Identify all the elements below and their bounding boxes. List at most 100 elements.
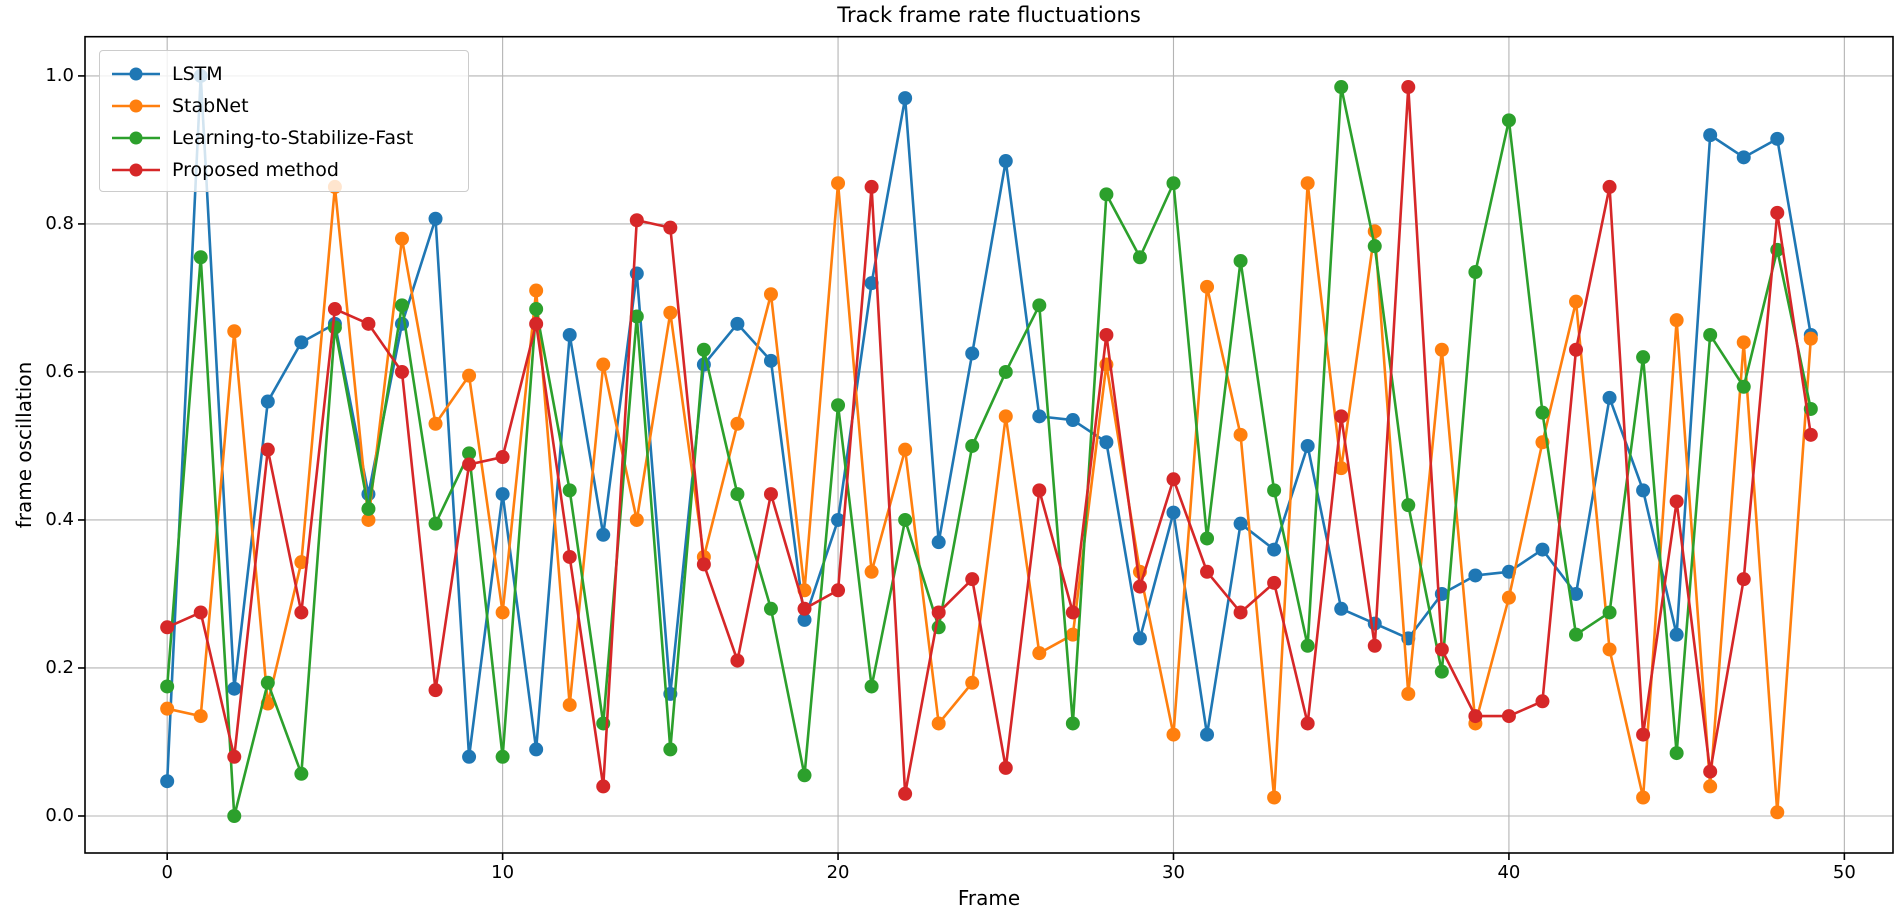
y-tick-label: 0.8 (45, 212, 74, 234)
data-point (965, 438, 980, 453)
data-point (1434, 664, 1449, 679)
data-point (1334, 601, 1349, 616)
data-point (1736, 150, 1751, 165)
data-point (629, 309, 644, 324)
data-point (763, 601, 778, 616)
data-point (1166, 505, 1181, 520)
data-point (898, 786, 913, 801)
data-point (1636, 350, 1651, 365)
data-point (1200, 727, 1215, 742)
data-point (1367, 638, 1382, 653)
data-point (1770, 205, 1785, 220)
legend-item-stabnet: StabNet (110, 90, 458, 122)
data-point (864, 276, 879, 291)
data-point (797, 612, 812, 627)
data-point (1166, 176, 1181, 191)
y-tick-label: 0.2 (45, 656, 74, 678)
data-point (1703, 327, 1718, 342)
data-point (428, 416, 443, 431)
data-point (227, 808, 242, 823)
data-point (1300, 438, 1315, 453)
x-tick-label: 10 (491, 862, 515, 883)
data-point (1434, 642, 1449, 657)
data-point (1099, 327, 1114, 342)
data-point (596, 527, 611, 542)
data-point (1636, 483, 1651, 498)
data-point (998, 364, 1013, 379)
data-point (730, 416, 745, 431)
data-point (227, 749, 242, 764)
data-point (160, 774, 175, 789)
data-point (1401, 80, 1416, 95)
data-point (629, 213, 644, 228)
data-point (1703, 764, 1718, 779)
y-tick-label: 0.4 (45, 508, 74, 530)
data-point (529, 283, 544, 298)
data-point (730, 487, 745, 502)
data-point (1736, 335, 1751, 350)
series-Proposed method (160, 80, 1818, 801)
data-point (931, 605, 946, 620)
data-point (663, 220, 678, 235)
x-tick-label: 50 (1832, 862, 1856, 883)
legend-item-learning-to-stabilize-fast: Learning-to-Stabilize-Fast (110, 122, 458, 154)
series-line (165, 85, 1813, 796)
data-point (1233, 516, 1248, 531)
data-point (965, 572, 980, 587)
data-point (1669, 627, 1684, 642)
legend-label: StabNet (172, 95, 249, 117)
data-point (1334, 409, 1349, 424)
series-line (165, 181, 1813, 814)
data-point (294, 605, 309, 620)
data-point (998, 409, 1013, 424)
data-point (1300, 716, 1315, 731)
data-point (1569, 294, 1584, 309)
legend: LSTM StabNet Learning-to-Stabilize-Fast … (99, 50, 469, 192)
data-point (394, 298, 409, 313)
data-point (1032, 298, 1047, 313)
data-point (193, 250, 208, 265)
data-point (227, 681, 242, 696)
data-point (1468, 709, 1483, 724)
data-point (495, 450, 510, 465)
data-point (1200, 564, 1215, 579)
data-point (1300, 176, 1315, 191)
data-point (1736, 572, 1751, 587)
data-point (327, 320, 342, 335)
tick-marks (78, 75, 1846, 860)
data-point (1099, 435, 1114, 450)
data-point (160, 701, 175, 716)
data-point (1434, 342, 1449, 357)
data-point (1267, 575, 1282, 590)
data-point (1032, 646, 1047, 661)
data-point (663, 742, 678, 757)
data-point (1300, 638, 1315, 653)
data-point (1803, 427, 1818, 442)
data-point (495, 749, 510, 764)
legend-line-marker-icon (112, 131, 160, 145)
data-point (1770, 131, 1785, 146)
data-point (831, 176, 846, 191)
data-point (831, 398, 846, 413)
data-point (1636, 790, 1651, 805)
data-point (529, 302, 544, 317)
data-point (1166, 727, 1181, 742)
legend-label: Learning-to-Stabilize-Fast (172, 127, 414, 149)
data-point (1736, 379, 1751, 394)
legend-item-proposed-method: Proposed method (110, 154, 458, 186)
data-point (864, 179, 879, 194)
data-point (1065, 413, 1080, 428)
data-point (394, 231, 409, 246)
data-point (1703, 779, 1718, 794)
data-point (193, 709, 208, 724)
data-point (529, 316, 544, 331)
data-point (763, 353, 778, 368)
data-point (1233, 605, 1248, 620)
data-point (763, 487, 778, 502)
data-point (1602, 642, 1617, 657)
legend-line-marker-icon (112, 99, 160, 113)
data-point (696, 557, 711, 572)
x-tick-label: 40 (1497, 862, 1521, 883)
data-point (1132, 250, 1147, 265)
data-point (663, 305, 678, 320)
